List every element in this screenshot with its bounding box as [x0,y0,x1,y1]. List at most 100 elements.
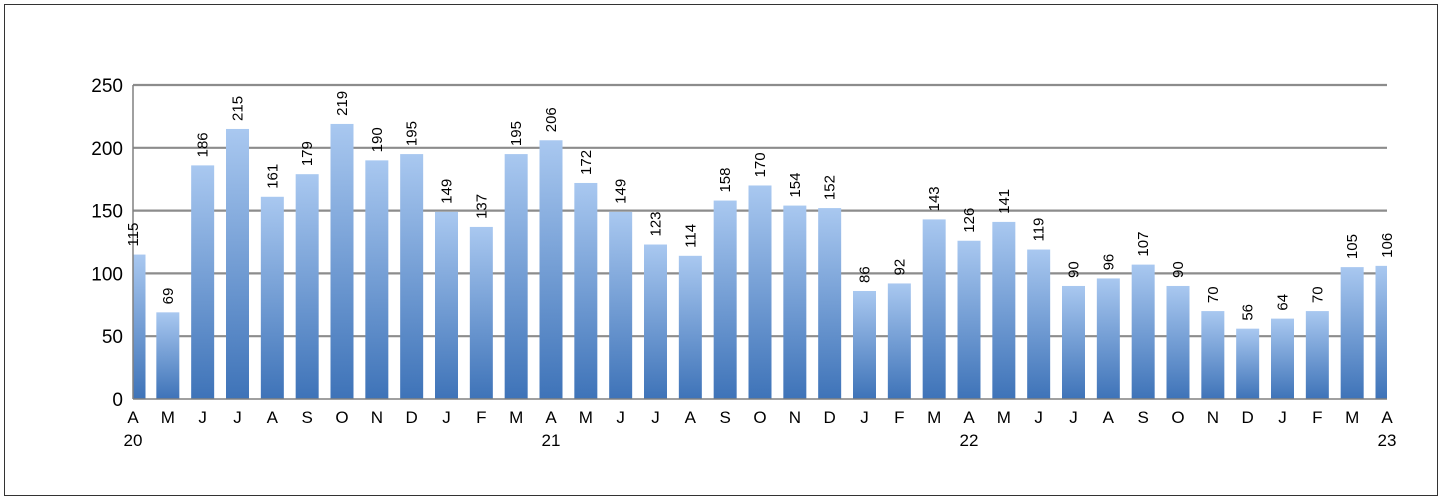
x-tick-label: N [371,408,383,427]
bar [957,240,981,399]
x-tick-label: M [1345,408,1359,427]
data-label: 119 [1031,218,1048,242]
data-label: 158 [717,168,734,193]
year-label: 21 [542,431,561,450]
data-label: 86 [857,266,874,283]
data-label: 179 [299,141,316,166]
bar [853,290,876,399]
y-tick-label: 100 [91,264,123,285]
x-tick-label: J [651,408,660,427]
data-label: 143 [926,186,943,211]
data-label: 152 [822,175,839,200]
bar [330,123,354,399]
x-tick-label: S [719,408,730,427]
bar [295,174,319,399]
y-tick-label: 200 [91,139,123,160]
bar [609,211,633,399]
x-tick-label: F [476,408,486,427]
data-label: 172 [578,150,595,175]
bar [400,154,424,399]
data-label: 69 [160,288,177,305]
data-label: 186 [195,132,212,157]
bar [226,128,249,399]
x-tick-label: A [1103,408,1115,427]
year-label: 23 [1378,431,1397,450]
data-label: 92 [891,259,908,276]
bar [992,221,1016,399]
bar [156,312,180,399]
data-label: 149 [613,179,630,204]
bar [644,244,667,399]
x-tick-label: N [1207,408,1219,427]
data-label: 105 [1344,234,1361,259]
bar [1131,264,1155,399]
bar [574,182,598,399]
data-label: 126 [961,208,978,233]
bar [713,200,737,399]
x-tick-label: D [824,408,836,427]
bar [260,196,284,399]
y-tick-label: 50 [102,327,123,348]
bar [1166,285,1190,399]
x-tick-label: J [198,408,207,427]
bar [469,226,493,399]
x-tick-label: A [545,408,557,427]
data-labels: 115 69 186 215 161 179 219 190 195 149 137 195 206 17… [125,91,1396,321]
data-label: 56 [1240,304,1257,321]
data-label: 206 [543,107,560,132]
x-tick-label: M [509,408,523,427]
data-label: 190 [369,127,386,152]
bars [133,123,1387,399]
x-tick-label: F [894,408,904,427]
bar [1375,265,1387,399]
bar [435,211,458,399]
x-tick-label: M [161,408,175,427]
data-label: 215 [230,96,247,121]
x-tick-label: J [616,408,625,427]
x-tick-label: O [335,408,348,427]
x-tick-label: J [1069,408,1078,427]
x-tick-label: F [1312,408,1322,427]
bar [504,154,528,399]
x-tick-label: J [860,408,869,427]
x-tick-label: N [789,408,801,427]
bar [1305,311,1329,399]
bar [365,160,389,399]
year-label: 22 [960,431,979,450]
bar [922,219,946,399]
x-tick-label: J [442,408,451,427]
bar [539,140,563,399]
year-label: 20 [124,431,143,450]
bar [1096,278,1120,399]
data-label: 161 [264,164,281,189]
data-label: 70 [1205,286,1222,303]
x-tick-label: J [1278,408,1287,427]
bar [783,205,807,399]
x-tick-label: A [685,408,697,427]
data-label: 90 [1170,261,1187,278]
x-tick-label: D [406,408,418,427]
bar [748,185,772,399]
y-tick-label: 150 [91,202,123,223]
data-label: 195 [508,121,525,146]
x-tick-label: M [997,408,1011,427]
bar [1340,267,1364,399]
x-tick-label: J [233,408,242,427]
bar [191,165,215,399]
data-label: 90 [1066,261,1083,278]
data-label: 170 [752,152,769,177]
data-label: 195 [404,121,421,146]
bar [887,283,911,399]
bar [133,254,146,399]
data-label: 107 [1135,232,1152,257]
data-label: 137 [473,194,490,219]
x-tick-label: J [1034,408,1043,427]
data-label: 219 [334,91,351,116]
x-tick-label: A [1381,408,1393,427]
data-label: 106 [1379,233,1396,258]
x-tick-label: A [267,408,279,427]
bar [678,255,702,399]
data-label: 96 [1100,254,1117,271]
x-tick-label: S [301,408,312,427]
